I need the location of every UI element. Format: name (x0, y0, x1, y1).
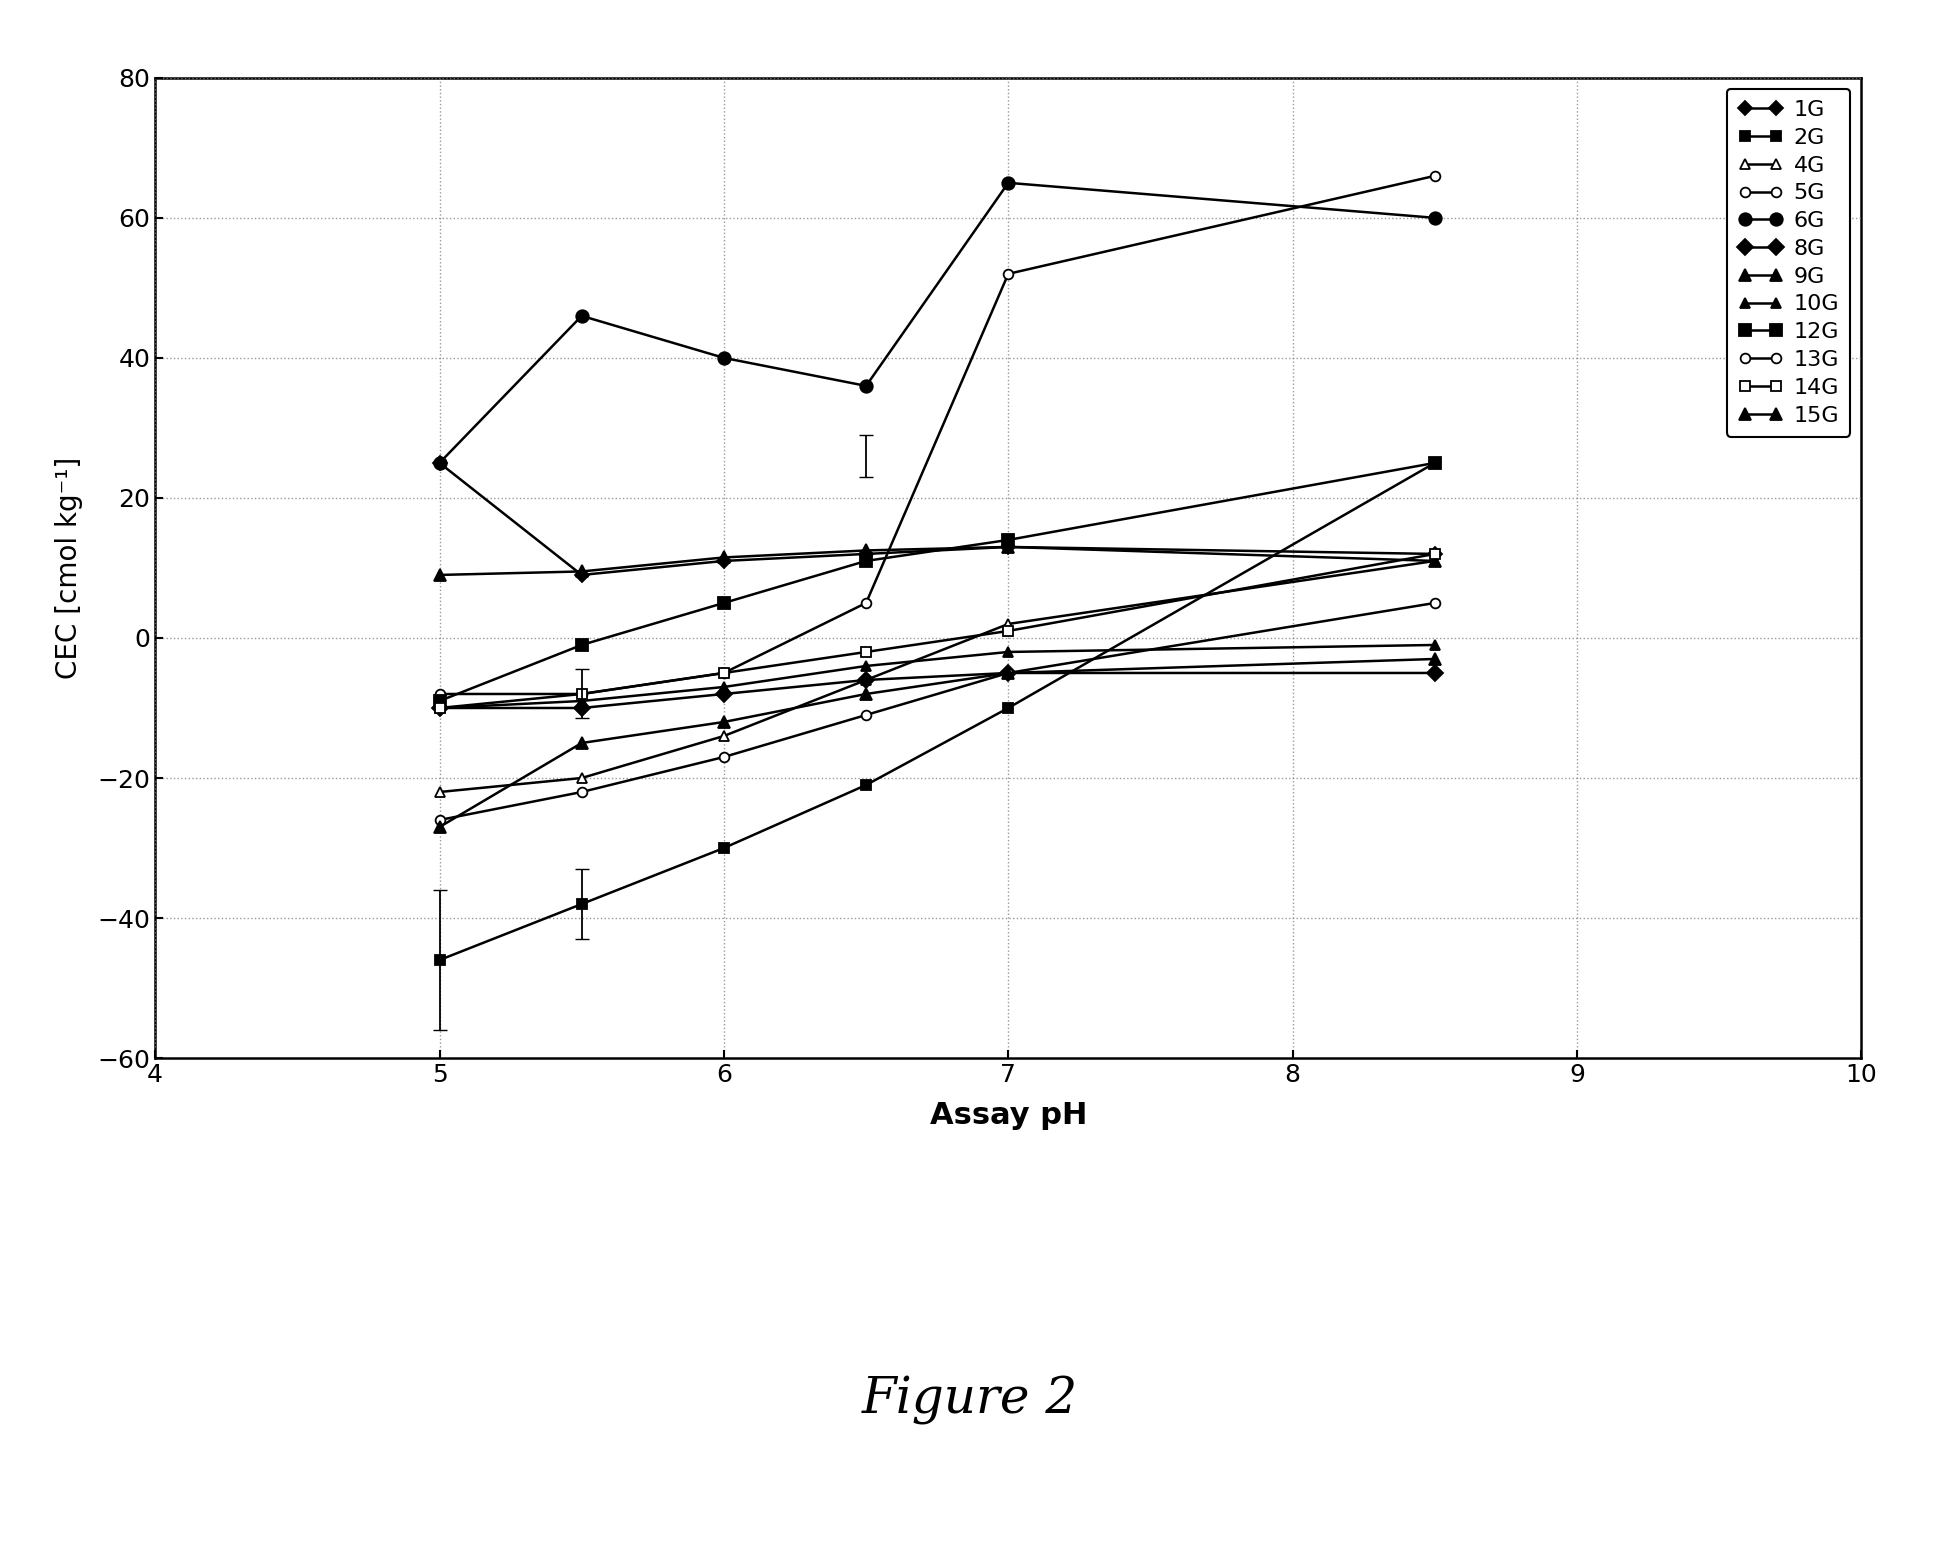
10G (997, 643, 1020, 661)
15G (1423, 650, 1446, 669)
15G (429, 818, 452, 837)
Line: 6G: 6G (432, 176, 1441, 470)
8G (570, 699, 593, 717)
Line: 15G: 15G (432, 652, 1441, 834)
Line: 4G: 4G (434, 555, 1441, 797)
Line: 1G: 1G (434, 457, 1441, 580)
4G (1423, 552, 1446, 571)
6G (712, 349, 735, 367)
Line: 10G: 10G (434, 640, 1441, 713)
12G (1423, 454, 1446, 473)
8G (1423, 664, 1446, 683)
4G (997, 615, 1020, 633)
15G (712, 713, 735, 731)
14G (570, 685, 593, 703)
8G (429, 699, 452, 717)
2G (712, 839, 735, 857)
Line: 13G: 13G (434, 598, 1441, 825)
10G (1423, 636, 1446, 655)
5G (1423, 166, 1446, 185)
14G (429, 699, 452, 717)
2G (570, 895, 593, 913)
Line: 12G: 12G (434, 457, 1441, 706)
12G (570, 636, 593, 655)
12G (712, 594, 735, 613)
5G (855, 594, 878, 613)
Y-axis label: CEC [cmol kg⁻¹]: CEC [cmol kg⁻¹] (56, 457, 83, 678)
8G (712, 685, 735, 703)
6G (570, 307, 593, 325)
13G (997, 664, 1020, 683)
1G (1423, 545, 1446, 563)
9G (855, 541, 878, 560)
2G (855, 776, 878, 794)
X-axis label: Assay pH: Assay pH (929, 1100, 1088, 1130)
Line: 9G: 9G (434, 541, 1441, 580)
1G (570, 566, 593, 585)
4G (570, 769, 593, 787)
6G (855, 377, 878, 395)
Line: 5G: 5G (434, 171, 1441, 699)
5G (997, 265, 1020, 283)
1G (712, 552, 735, 571)
4G (429, 783, 452, 801)
Line: 14G: 14G (434, 549, 1441, 713)
10G (855, 657, 878, 675)
12G (429, 692, 452, 711)
15G (855, 685, 878, 703)
10G (429, 699, 452, 717)
5G (712, 664, 735, 683)
13G (712, 748, 735, 767)
6G (429, 454, 452, 473)
8G (855, 671, 878, 689)
14G (855, 643, 878, 661)
Line: 8G: 8G (434, 668, 1441, 714)
13G (855, 706, 878, 725)
14G (1423, 545, 1446, 563)
1G (855, 545, 878, 563)
12G (997, 531, 1020, 549)
9G (1423, 552, 1446, 571)
10G (712, 678, 735, 697)
2G (429, 951, 452, 969)
8G (997, 664, 1020, 683)
Text: Figure 2: Figure 2 (861, 1376, 1078, 1425)
9G (570, 562, 593, 580)
13G (429, 811, 452, 829)
Legend: 1G, 2G, 4G, 5G, 6G, 8G, 9G, 10G, 12G, 13G, 14G, 15G: 1G, 2G, 4G, 5G, 6G, 8G, 9G, 10G, 12G, 13… (1728, 89, 1850, 437)
12G (855, 552, 878, 571)
5G (570, 685, 593, 703)
13G (1423, 594, 1446, 613)
13G (570, 783, 593, 801)
6G (997, 174, 1020, 193)
15G (997, 664, 1020, 683)
9G (429, 566, 452, 585)
14G (712, 664, 735, 683)
1G (997, 538, 1020, 557)
4G (712, 727, 735, 745)
1G (429, 454, 452, 473)
2G (997, 699, 1020, 717)
10G (570, 692, 593, 711)
15G (570, 734, 593, 753)
Line: 2G: 2G (434, 457, 1441, 965)
2G (1423, 454, 1446, 473)
9G (712, 548, 735, 566)
14G (997, 622, 1020, 641)
5G (429, 685, 452, 703)
6G (1423, 209, 1446, 227)
4G (855, 671, 878, 689)
9G (997, 538, 1020, 557)
